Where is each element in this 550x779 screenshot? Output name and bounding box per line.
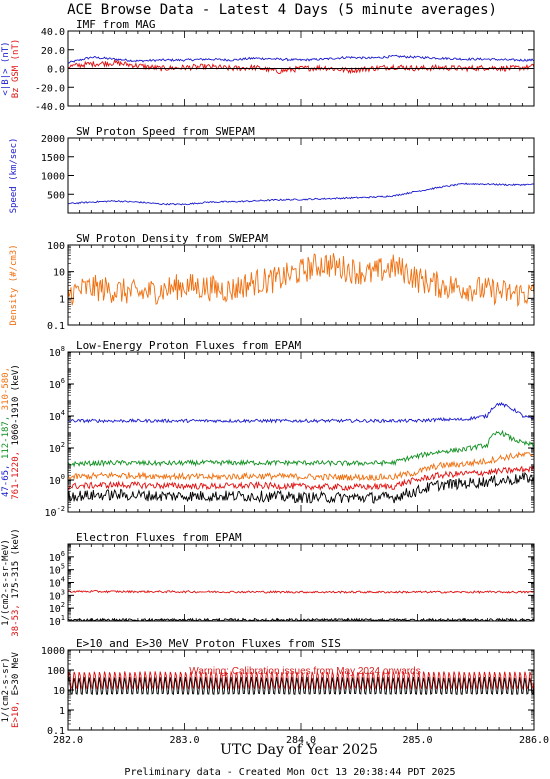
series-line-2: [68, 429, 534, 468]
x-tick-label: 282.0: [53, 735, 83, 746]
y-tick-label: 0.1: [47, 726, 65, 737]
y-tick-label: 102: [49, 601, 65, 615]
calibration-warning: Warning: Calibration issues from May 202…: [189, 666, 420, 677]
y-tick-label: -40.0: [35, 102, 65, 113]
y-tick-label: 106: [49, 550, 65, 564]
y-axis-label: E>10, E>30 MeV: [11, 651, 21, 727]
y-tick-label: 103: [49, 588, 65, 602]
y-tick-label: 0.1: [47, 321, 65, 332]
y-tick-label: 1500: [41, 153, 65, 164]
y-axis-label: 1/(cm2-s-sr-MeV): [0, 389, 1, 476]
plot-frame: [67, 543, 535, 622]
panel-6: E>10 and E>30 MeV Proton Fluxes from SIS…: [1, 637, 549, 746]
y-tick-label: 40.0: [41, 27, 65, 38]
x-tick-label: 284.0: [286, 735, 316, 746]
y-tick-label: 104: [49, 409, 65, 423]
y-tick-label: 106: [49, 377, 65, 391]
series-line-1: [68, 54, 534, 64]
y-tick-label: 104: [49, 576, 65, 590]
y-tick-label: 100: [47, 666, 65, 677]
y-tick-label: 20.0: [41, 46, 65, 57]
plot-frame: [67, 351, 535, 513]
panel-title: Low-Energy Proton Fluxes from EPAM: [76, 339, 302, 352]
y-tick-label: 500: [47, 190, 65, 201]
y-axis-label: 47-65, 112-187, 310-580,: [1, 367, 11, 497]
y-tick-label: 0.0: [47, 65, 65, 76]
y-tick-label: 108: [49, 345, 65, 359]
series-line-4: [68, 465, 534, 491]
y-tick-label: 2000: [41, 134, 65, 145]
series-line-3: [68, 451, 534, 482]
y-tick-label: 1: [59, 294, 65, 305]
y-tick-label: 1000: [41, 172, 65, 183]
y-axis-label: 1/(cm2-s-sr-MeV): [1, 539, 11, 626]
panel-4: Low-Energy Proton Fluxes from EPAM 108 106…: [0, 339, 535, 519]
figure-title: ACE Browse Data - Latest 4 Days (5 minut…: [67, 2, 497, 18]
y-tick-label: 105: [49, 563, 65, 577]
x-tick-label: 285.0: [402, 735, 432, 746]
panel-title: IMF from MAG: [76, 18, 155, 31]
panel-1: IMF from MAG 40.0 20.0 0.0 -20.0 -40.0 <|B|> (…: [1, 18, 535, 113]
y-axis-label: 38-53, 175-315 (keV): [11, 528, 21, 636]
y-axis-label: Bz GSM (nT): [11, 39, 21, 99]
y-tick-label: 10: [53, 686, 65, 697]
footer-note: Preliminary data - Created Mon Oct 13 20…: [124, 767, 455, 778]
y-tick-label: 10-2: [45, 505, 65, 519]
y-tick-label: 1: [59, 706, 65, 717]
panel-title: SW Proton Density from SWEPAM: [76, 232, 268, 245]
series-line-2: [68, 676, 534, 696]
y-axis-label: 1/(cm2-s-sr): [1, 657, 11, 722]
series-line-2: [68, 58, 534, 75]
series-line-1: [68, 253, 534, 308]
series-line-1: [68, 182, 534, 206]
panel-title: E>10 and E>30 MeV Proton Fluxes from SIS: [76, 637, 341, 650]
series-line-5: [68, 471, 534, 504]
y-axis-label: <|B|> (nT): [1, 41, 11, 95]
panel-5: Electron Fluxes from EPAM 106105104103102…: [1, 528, 535, 637]
y-axis-label: 761-1220, 1060-1910 (keV): [11, 364, 21, 499]
panel-title: Electron Fluxes from EPAM: [76, 531, 242, 544]
panel-2: SW Proton Speed from SWEPAM 2000 1500 1000 5…: [9, 125, 535, 214]
y-tick-label: 101: [49, 614, 65, 628]
y-tick-label: -20.0: [35, 83, 65, 94]
panel-3: SW Proton Density from SWEPAM 100 10 1 0.1 De…: [9, 232, 535, 332]
x-axis-label: UTC Day of Year 2025: [220, 742, 378, 758]
series-line-1: [68, 589, 534, 595]
y-tick-label: 1000: [41, 646, 65, 657]
y-axis-label: Speed (km/sec): [9, 138, 19, 214]
y-tick-label: 100: [47, 241, 65, 252]
panel-title: SW Proton Speed from SWEPAM: [76, 125, 255, 138]
plot-frame: [67, 244, 535, 326]
x-tick-label: 286.0: [519, 735, 549, 746]
y-axis-label: Density (#/cm3): [9, 244, 19, 325]
series-line-1: [68, 401, 534, 424]
y-tick-label: 10: [53, 268, 65, 279]
x-tick-label: 283.0: [169, 735, 199, 746]
y-tick-label: 100: [49, 473, 65, 487]
y-tick-label: 102: [49, 441, 65, 455]
